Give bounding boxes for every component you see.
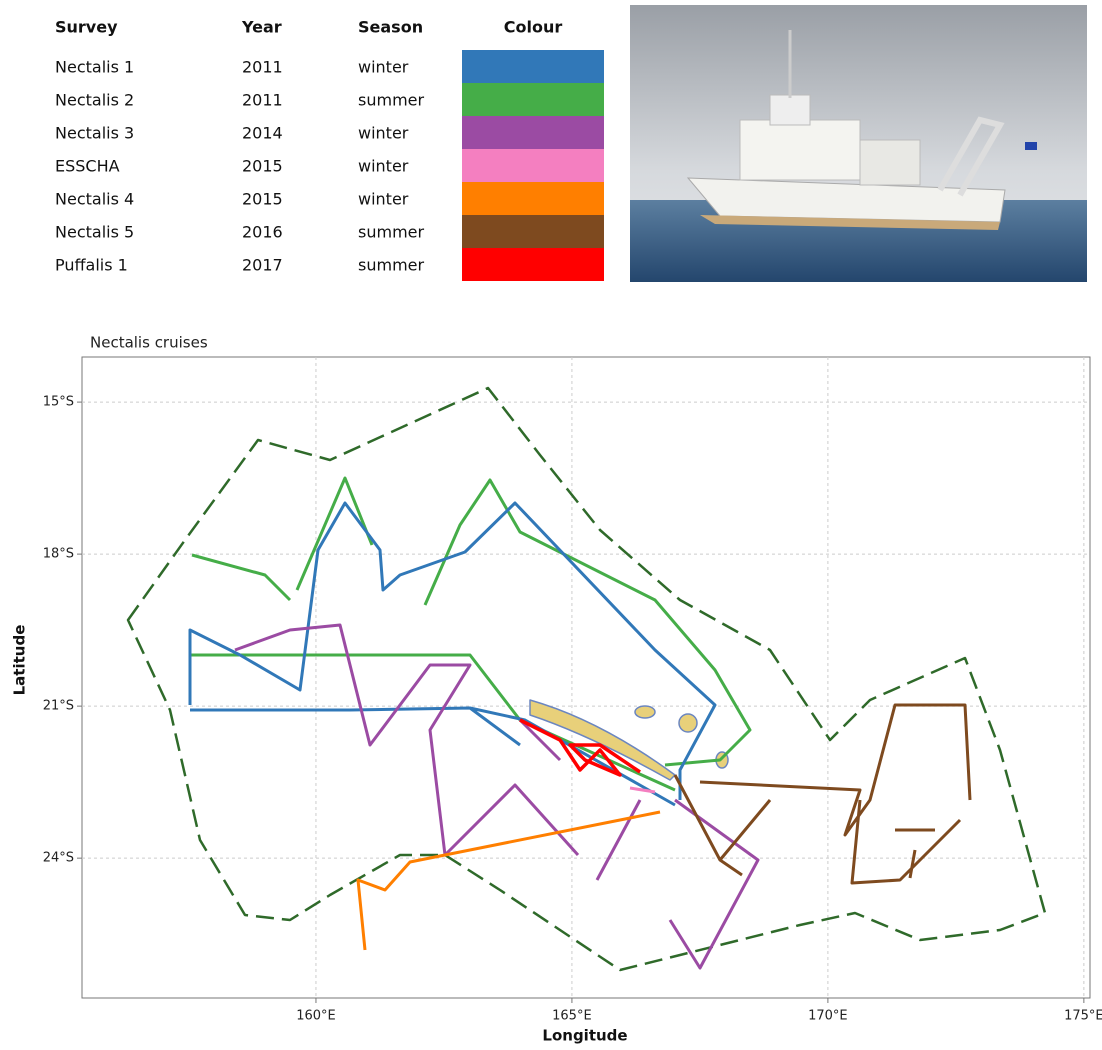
table-cell: Nectalis 5 (55, 223, 134, 242)
table-cell: Nectalis 2 (55, 91, 134, 110)
island (679, 714, 697, 732)
x-tick-label: 170°E (808, 1009, 848, 1024)
x-tick-label: 165°E (552, 1009, 592, 1024)
table-cell: summer (358, 223, 424, 242)
y-tick-label: 21°S (43, 699, 74, 714)
y-tick-label: 15°S (43, 395, 74, 410)
colour-swatch (462, 83, 604, 116)
table-cell: 2011 (242, 91, 283, 110)
table-cell: summer (358, 91, 424, 110)
column-header: Colour (504, 18, 563, 37)
table-cell: 2011 (242, 58, 283, 77)
y-axis-label: Latitude (11, 625, 29, 696)
table-cell: 2015 (242, 157, 283, 176)
table-cell: 2016 (242, 223, 283, 242)
table-cell: Nectalis 1 (55, 58, 134, 77)
table-cell: ESSCHA (55, 157, 120, 176)
colour-swatch (462, 182, 604, 215)
ship-photo (630, 5, 1087, 282)
table-cell: winter (358, 190, 409, 209)
island (635, 706, 655, 718)
table-cell: winter (358, 157, 409, 176)
table-cell: Nectalis 4 (55, 190, 134, 209)
map-title: Nectalis cruises (90, 334, 208, 352)
column-header: Year (241, 18, 282, 37)
page: {"table": {"header": ["Survey", "Year", … (0, 0, 1102, 1046)
figure: Survey Year Season Colour Nectalis 1 2011 wint… (0, 0, 1102, 1046)
table-cell: 2014 (242, 124, 283, 143)
table-cell: 2017 (242, 256, 283, 275)
table-cell: Nectalis 3 (55, 124, 134, 143)
x-axis-label: Longitude (542, 1027, 627, 1045)
colour-swatch (462, 50, 604, 83)
map-frame (82, 357, 1090, 998)
colour-swatch (462, 116, 604, 149)
table-cell: summer (358, 256, 424, 275)
colour-swatch (462, 215, 604, 248)
column-header: Season (358, 18, 423, 37)
y-tick-label: 18°S (43, 547, 74, 562)
survey-table: Survey Year Season Colour Nectalis 1 2011 wint… (55, 18, 604, 282)
table-cell: 2015 (242, 190, 283, 209)
y-tick-label: 24°S (43, 851, 74, 866)
colour-swatch (462, 149, 604, 182)
column-header: Survey (55, 18, 118, 37)
table-cell: winter (358, 124, 409, 143)
table-cell: Puffalis 1 (55, 256, 128, 275)
x-tick-label: 175°E (1064, 1009, 1102, 1024)
colour-swatch (462, 248, 604, 281)
x-tick-label: 160°E (296, 1009, 336, 1024)
table-cell: winter (358, 58, 409, 77)
